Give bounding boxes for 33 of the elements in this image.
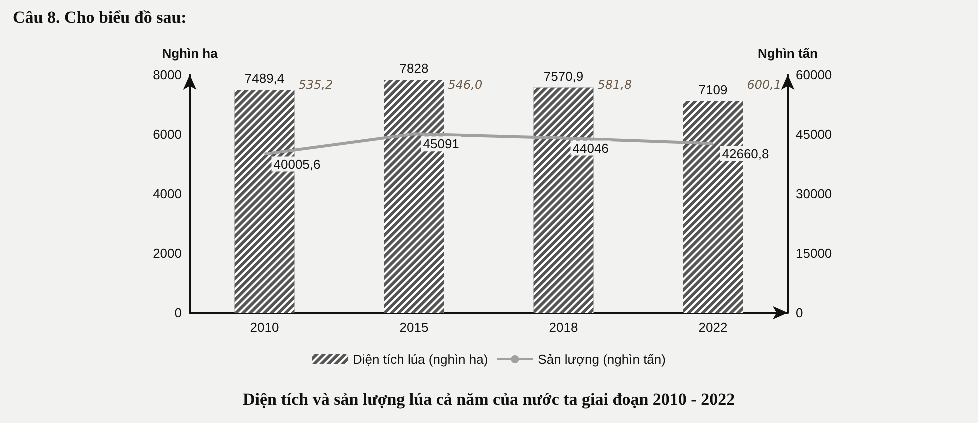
y2-tick-label: 0 (796, 306, 804, 320)
data-label: 45091 (423, 136, 460, 152)
data-label: 7828 (400, 61, 429, 76)
annotation: 600,1 (747, 78, 782, 92)
y2-axis-title: Nghìn tấn (758, 46, 818, 61)
y2-tick-label: 15000 (796, 246, 832, 261)
annotation: 546,0 (448, 78, 483, 92)
x-tick-label: 2010 (250, 320, 280, 335)
y2-tick-label: 30000 (796, 186, 832, 202)
data-label: 42660,8 (722, 146, 770, 162)
y-tick-label: 2000 (153, 246, 182, 261)
y-tick-label: 8000 (153, 68, 182, 82)
y-tick-label: 4000 (153, 186, 182, 202)
y-axis-title: Nghìn ha (162, 46, 219, 61)
x-tick-label: 2022 (698, 320, 728, 335)
annotation: 535,2 (298, 78, 334, 92)
annotation: 581,8 (598, 78, 632, 92)
data-label: 7489,4 (244, 71, 285, 86)
y2-tick-label: 45000 (796, 127, 832, 142)
data-label: 7109 (698, 82, 728, 98)
y-tick-label: 0 (174, 306, 182, 320)
x-tick-label: 2015 (400, 320, 429, 335)
legend-label: Diện tích lúa (nghìn ha) (353, 352, 488, 367)
data-label: 40005,6 (274, 156, 321, 172)
y2-tick-label: 60000 (796, 68, 832, 82)
data-label: 7570,9 (544, 68, 584, 84)
chart-title: Câu 8. Cho biểu đồ sau: (13, 8, 187, 27)
y-tick-label: 6000 (153, 127, 182, 142)
data-label: 44046 (572, 140, 609, 156)
legend-label: Sản lượng (nghìn tấn) (538, 352, 666, 367)
x-tick-label: 2018 (549, 320, 578, 335)
line-series (263, 132, 715, 156)
text: Diện tích và sản lượng lúa cả năm của nước ta giai đoạn 2010 - 2022 (242, 390, 736, 409)
